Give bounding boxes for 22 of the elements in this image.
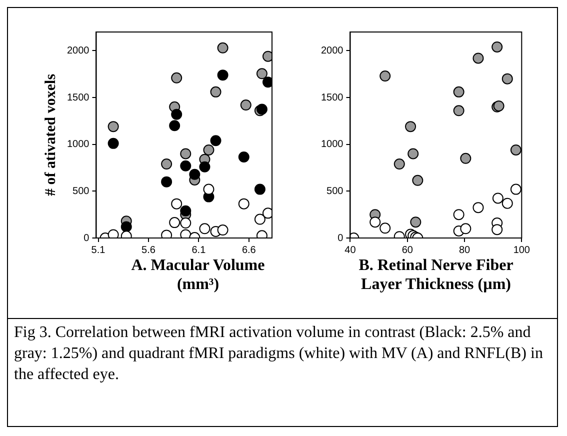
x-tick-label: 5.6 [142,244,156,256]
y-tick-label: 2000 [320,45,344,56]
x-tick-label: 40 [344,244,356,256]
x-tick-label: 6.1 [192,244,206,256]
y-tick-label: 1500 [320,92,344,104]
x-tick-label: 6.6 [242,244,256,256]
x-tick-label: 60 [402,244,414,256]
x-tick-label: 5.1 [91,244,106,256]
caption: Fig 3. Correlation between fMRI activation volume in contrast (Black: 2.5% and gray: 1.25%) and quadrant fMRI paradigms (white) with MV (A) and RNFL(B) in the affected eye. [14,323,544,385]
y-tick-label: 500 [72,186,90,197]
y-tick-label: 500 [326,186,344,197]
x-axis-title: A. Macular Volume (mm³) [130,256,266,294]
y-tick-label: 0 [84,232,90,244]
x-tick-label: 80 [458,244,471,256]
y-tick-label: 1500 [66,92,90,104]
y-tick-label: 0 [338,232,344,244]
y-tick-label: 1000 [66,139,90,150]
y-axis-title: # of ativated voxels [42,74,59,196]
x-tick-label: 100 [513,244,530,256]
x-axis-title: B. Retinal Nerve Fiber Layer Thickness (µm) [358,256,514,294]
y-tick-label: 1000 [320,139,344,150]
y-tick-label: 2000 [66,45,90,56]
